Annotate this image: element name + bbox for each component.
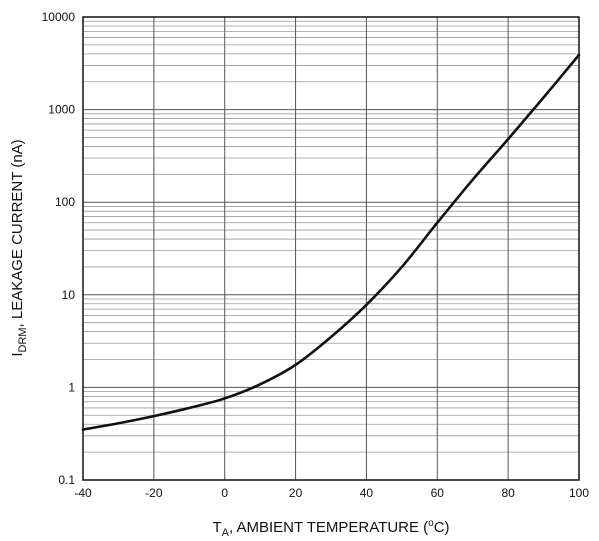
x-tick-label: 80 (501, 486, 515, 500)
x-axis-title-prefix: T (212, 519, 221, 536)
y-tick-label: 1 (68, 380, 75, 394)
x-axis-title: TA, AMBIENT TEMPERATURE (oC) (212, 518, 449, 539)
leakage-current-curve (81, 53, 581, 431)
x-tick-label: 60 (431, 486, 445, 500)
x-tick-label: 40 (360, 486, 374, 500)
x-tick-label: -20 (145, 486, 163, 500)
y-axis-title-text: , LEAKAGE CURRENT (nA) (9, 139, 26, 327)
x-axis-title-degree: o (428, 518, 434, 529)
y-tick-label: 10 (62, 288, 76, 302)
y-tick-label: 100 (55, 195, 75, 209)
x-tick-label: 0 (221, 486, 228, 500)
plot-frame (82, 16, 580, 481)
y-tick-label: 10000 (42, 10, 76, 24)
x-tick-label: 20 (289, 486, 303, 500)
x-axis-title-suffix: C) (434, 519, 450, 536)
x-tick-label: -40 (74, 486, 92, 500)
y-tick-label: 1000 (48, 103, 75, 117)
x-axis-title-subscript: A (222, 527, 230, 539)
y-axis-title-subscript: DRM (17, 327, 29, 352)
y-axis-title-prefix: I (9, 353, 26, 357)
y-axis-title: IDRM, LEAKAGE CURRENT (nA) (9, 139, 29, 356)
y-tick-label: 0.1 (58, 473, 75, 487)
x-tick-labels: -40 -20 0 20 40 60 80 100 (74, 486, 589, 500)
y-tick-labels: 0.1 1 10 100 1000 10000 (42, 10, 76, 487)
x-tick-label: 100 (569, 486, 589, 500)
x-axis-title-text: , AMBIENT TEMPERATURE ( (229, 519, 428, 536)
